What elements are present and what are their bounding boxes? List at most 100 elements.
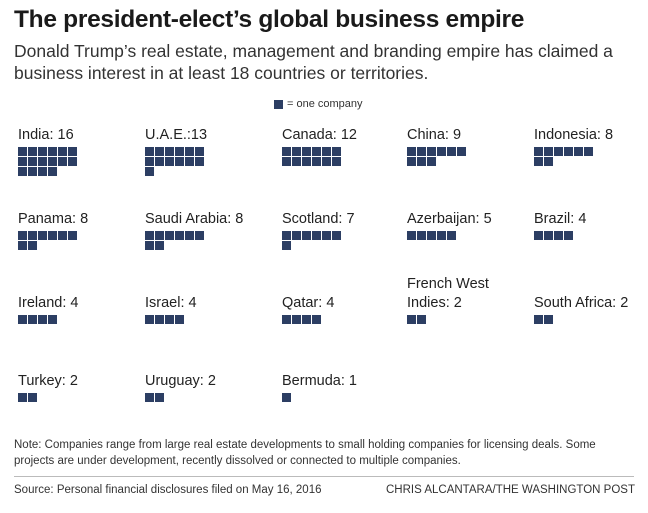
unit-blocks [534, 231, 602, 241]
company-unit [58, 147, 67, 156]
company-unit [155, 393, 164, 402]
country-label: Uruguay: 2 [145, 373, 216, 389]
company-unit [417, 147, 426, 156]
company-unit [18, 393, 27, 402]
company-unit [282, 393, 291, 402]
unit-blocks [534, 315, 602, 325]
unit-blocks [18, 393, 86, 403]
company-unit [185, 147, 194, 156]
chart-note: Note: Companies range from large real es… [14, 439, 596, 467]
company-unit [417, 231, 426, 240]
company-unit [544, 231, 553, 240]
company-unit [292, 231, 301, 240]
credit-line: CHRIS ALCANTARA/THE WASHINGTON POST [386, 484, 635, 496]
company-unit [417, 157, 426, 166]
company-unit [68, 157, 77, 166]
country-label: Canada: 12 [282, 127, 357, 143]
company-unit [68, 231, 77, 240]
company-unit [584, 147, 593, 156]
company-unit [155, 315, 164, 324]
unit-blocks [145, 231, 213, 251]
company-unit [282, 157, 291, 166]
legend-label: = one company [287, 98, 363, 110]
company-unit [554, 147, 563, 156]
company-unit [165, 315, 174, 324]
country-item: Indonesia: 8 [534, 126, 648, 167]
country-item: Turkey: 2 [18, 372, 143, 403]
company-unit [28, 231, 37, 240]
company-unit [302, 315, 311, 324]
company-unit [427, 157, 436, 166]
company-unit [48, 231, 57, 240]
company-unit [145, 231, 154, 240]
company-unit [437, 147, 446, 156]
company-unit [18, 241, 27, 250]
chart-subtitle: Donald Trump’s real estate, management a… [14, 41, 613, 83]
country-label: Saudi Arabia: 8 [145, 211, 244, 227]
company-unit [312, 157, 321, 166]
company-unit [457, 147, 466, 156]
unit-blocks [407, 315, 475, 325]
company-unit [564, 147, 573, 156]
country-item: Azerbaijan: 5 [407, 210, 532, 241]
country-item: Bermuda: 1 [282, 372, 407, 403]
company-unit [292, 157, 301, 166]
company-unit [18, 167, 27, 176]
company-unit [312, 315, 321, 324]
company-unit [165, 231, 174, 240]
company-unit [534, 147, 543, 156]
country-label: Brazil: 4 [534, 211, 587, 227]
company-unit [407, 231, 416, 240]
company-unit [175, 315, 184, 324]
company-unit [175, 157, 184, 166]
country-label: Azerbaijan: 5 [407, 211, 492, 227]
company-unit [282, 231, 291, 240]
country-label: French West Indies: 2 [407, 276, 489, 311]
company-unit [28, 315, 37, 324]
country-item: Ireland: 4 [18, 294, 143, 325]
source-line: Source: Personal financial disclosures f… [14, 484, 322, 496]
company-unit [145, 157, 154, 166]
company-unit [534, 315, 543, 324]
country-label: South Africa: 2 [534, 295, 629, 311]
company-unit [427, 147, 436, 156]
company-unit [48, 315, 57, 324]
company-unit [58, 157, 67, 166]
company-unit [38, 167, 47, 176]
company-unit [68, 147, 77, 156]
country-item: U.A.E.:13 [145, 126, 285, 177]
unit-blocks [145, 393, 213, 403]
company-unit [282, 147, 291, 156]
company-unit [544, 315, 553, 324]
company-unit [18, 157, 27, 166]
company-unit [332, 147, 341, 156]
company-unit [302, 157, 311, 166]
company-unit [165, 147, 174, 156]
company-unit [175, 231, 184, 240]
country-label: U.A.E.:13 [145, 127, 208, 143]
company-unit [145, 393, 154, 402]
company-unit [427, 231, 436, 240]
country-item: India: 16 [18, 126, 143, 177]
country-label: Turkey: 2 [18, 373, 78, 389]
unit-blocks [18, 231, 86, 251]
company-unit [302, 147, 311, 156]
country-item: Brazil: 4 [534, 210, 648, 241]
country-item: Israel: 4 [145, 294, 285, 325]
company-unit [38, 315, 47, 324]
company-unit [322, 231, 331, 240]
country-label: Panama: 8 [18, 211, 89, 227]
unit-blocks [145, 315, 213, 325]
company-unit [534, 231, 543, 240]
company-unit [437, 231, 446, 240]
country-item: China: 9 [407, 126, 532, 167]
company-unit [38, 231, 47, 240]
company-unit [48, 167, 57, 176]
company-unit [155, 241, 164, 250]
unit-chart: India: 16 U.A.E.:13 Canada: 12 China: 9 Indo… [18, 118, 648, 418]
company-unit [38, 147, 47, 156]
company-unit [282, 315, 291, 324]
company-unit [407, 315, 416, 324]
country-item: Qatar: 4 [282, 294, 407, 325]
unit-blocks [282, 147, 350, 167]
